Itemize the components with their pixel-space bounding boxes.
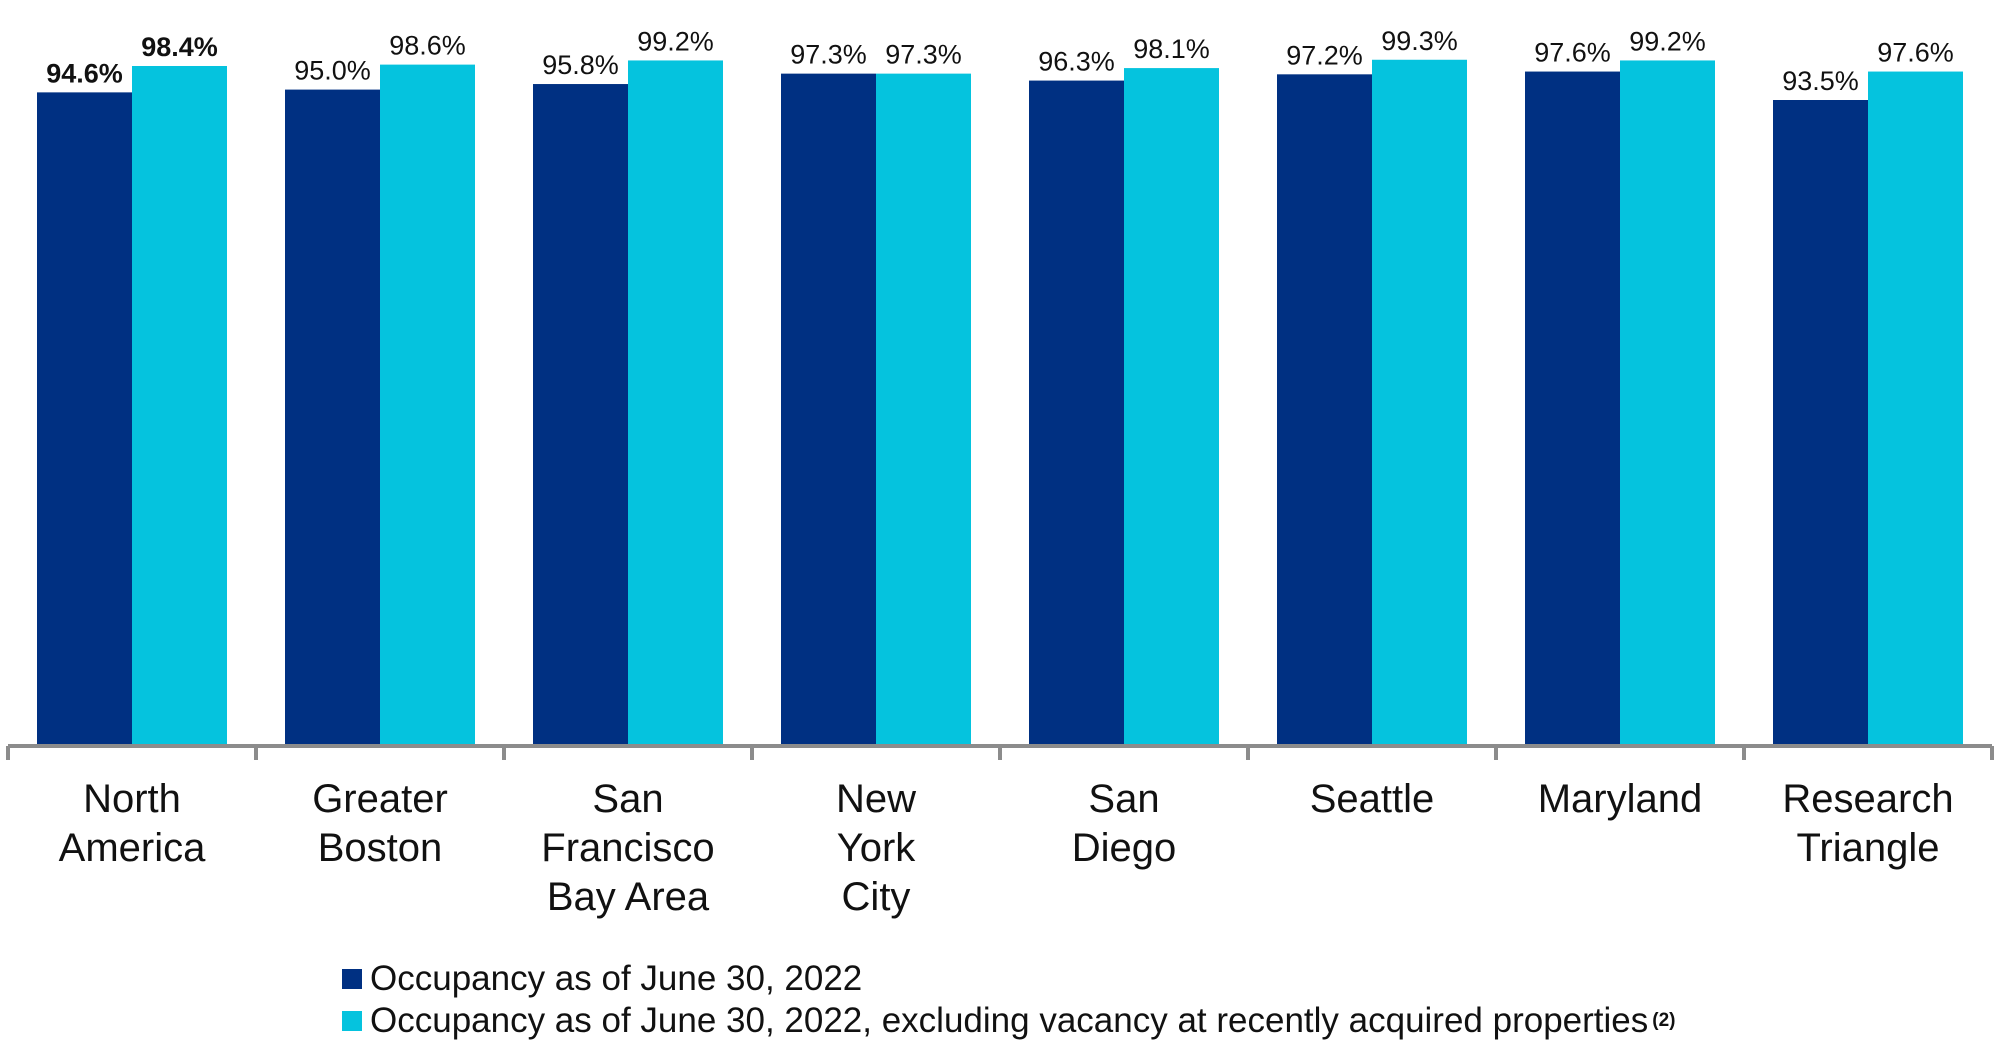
data-label-occupancy-0: 94.6%: [46, 58, 123, 88]
legend-item-occupancy-excluding: Occupancy as of June 30, 2022, excluding…: [342, 1000, 1676, 1042]
category-label-7: Research Triangle: [1782, 777, 1953, 870]
legend-label-occupancy-excluding: Occupancy as of June 30, 2022, excluding…: [370, 1001, 1649, 1040]
bar-occupancy-4: [1029, 80, 1124, 747]
legend-item-occupancy: Occupancy as of June 30, 2022: [342, 958, 1676, 1000]
data-label-occupancy-excluding-6: 99.2%: [1629, 26, 1706, 56]
legend-label-occupancy: Occupancy as of June 30, 2022: [370, 959, 863, 998]
value-labels-group: 94.6% 98.4% 95.0% 98.6% 95.8% 99.2% 97.3% 97.3%…: [46, 26, 1954, 96]
bar-occupancy-2: [533, 84, 628, 746]
bar-occupancy-5: [1277, 74, 1372, 746]
bars-group: [37, 59, 1963, 747]
category-labels-group: North America Greater Boston San Francisco Bay…: [59, 777, 1954, 919]
data-label-occupancy-4: 96.3%: [1038, 47, 1115, 77]
bar-occupancy-excluding-7: [1868, 71, 1963, 746]
data-label-occupancy-excluding-5: 99.3%: [1381, 26, 1458, 56]
bar-occupancy-excluding-1: [380, 64, 475, 746]
legend: Occupancy as of June 30, 2022 Occupancy …: [342, 958, 1676, 1042]
bar-occupancy-6: [1525, 71, 1620, 746]
legend-footnote: (2): [1652, 1010, 1676, 1031]
category-label-2: San Francisco Bay Area: [541, 777, 714, 919]
bar-occupancy-0: [37, 92, 132, 746]
bar-occupancy-excluding-5: [1372, 59, 1467, 746]
data-label-occupancy-excluding-7: 97.6%: [1877, 38, 1954, 68]
bar-occupancy-7: [1773, 100, 1868, 746]
legend-swatch-occupancy-excluding: [342, 1011, 362, 1031]
bar-occupancy-excluding-4: [1124, 68, 1219, 746]
data-label-occupancy-excluding-4: 98.1%: [1133, 34, 1210, 64]
category-label-6: Maryland: [1538, 777, 1703, 821]
data-label-occupancy-6: 97.6%: [1534, 38, 1611, 68]
data-label-occupancy-2: 95.8%: [542, 50, 619, 80]
data-label-occupancy-excluding-3: 97.3%: [885, 40, 962, 70]
x-axis: [6, 744, 1994, 760]
data-label-occupancy-7: 93.5%: [1782, 66, 1859, 96]
legend-swatch-occupancy: [342, 969, 362, 989]
category-label-1: Greater Boston: [312, 777, 448, 870]
category-label-4: San Diego: [1072, 777, 1177, 870]
data-label-occupancy-excluding-2: 99.2%: [637, 26, 714, 56]
data-label-occupancy-5: 97.2%: [1286, 40, 1363, 70]
category-label-3: New York City: [836, 777, 916, 919]
category-label-0: North America: [59, 777, 206, 870]
category-label-5: Seattle: [1310, 777, 1435, 821]
bar-occupancy-excluding-0: [132, 66, 227, 746]
data-label-occupancy-3: 97.3%: [790, 40, 867, 70]
data-label-occupancy-excluding-0: 98.4%: [141, 32, 218, 62]
bar-occupancy-3: [781, 73, 876, 747]
bar-occupancy-excluding-2: [628, 60, 723, 747]
bar-occupancy-excluding-3: [876, 73, 971, 747]
data-label-occupancy-1: 95.0%: [294, 56, 371, 86]
data-label-occupancy-excluding-1: 98.6%: [389, 31, 466, 61]
bar-occupancy-excluding-6: [1620, 60, 1715, 747]
bar-occupancy-1: [285, 89, 380, 746]
